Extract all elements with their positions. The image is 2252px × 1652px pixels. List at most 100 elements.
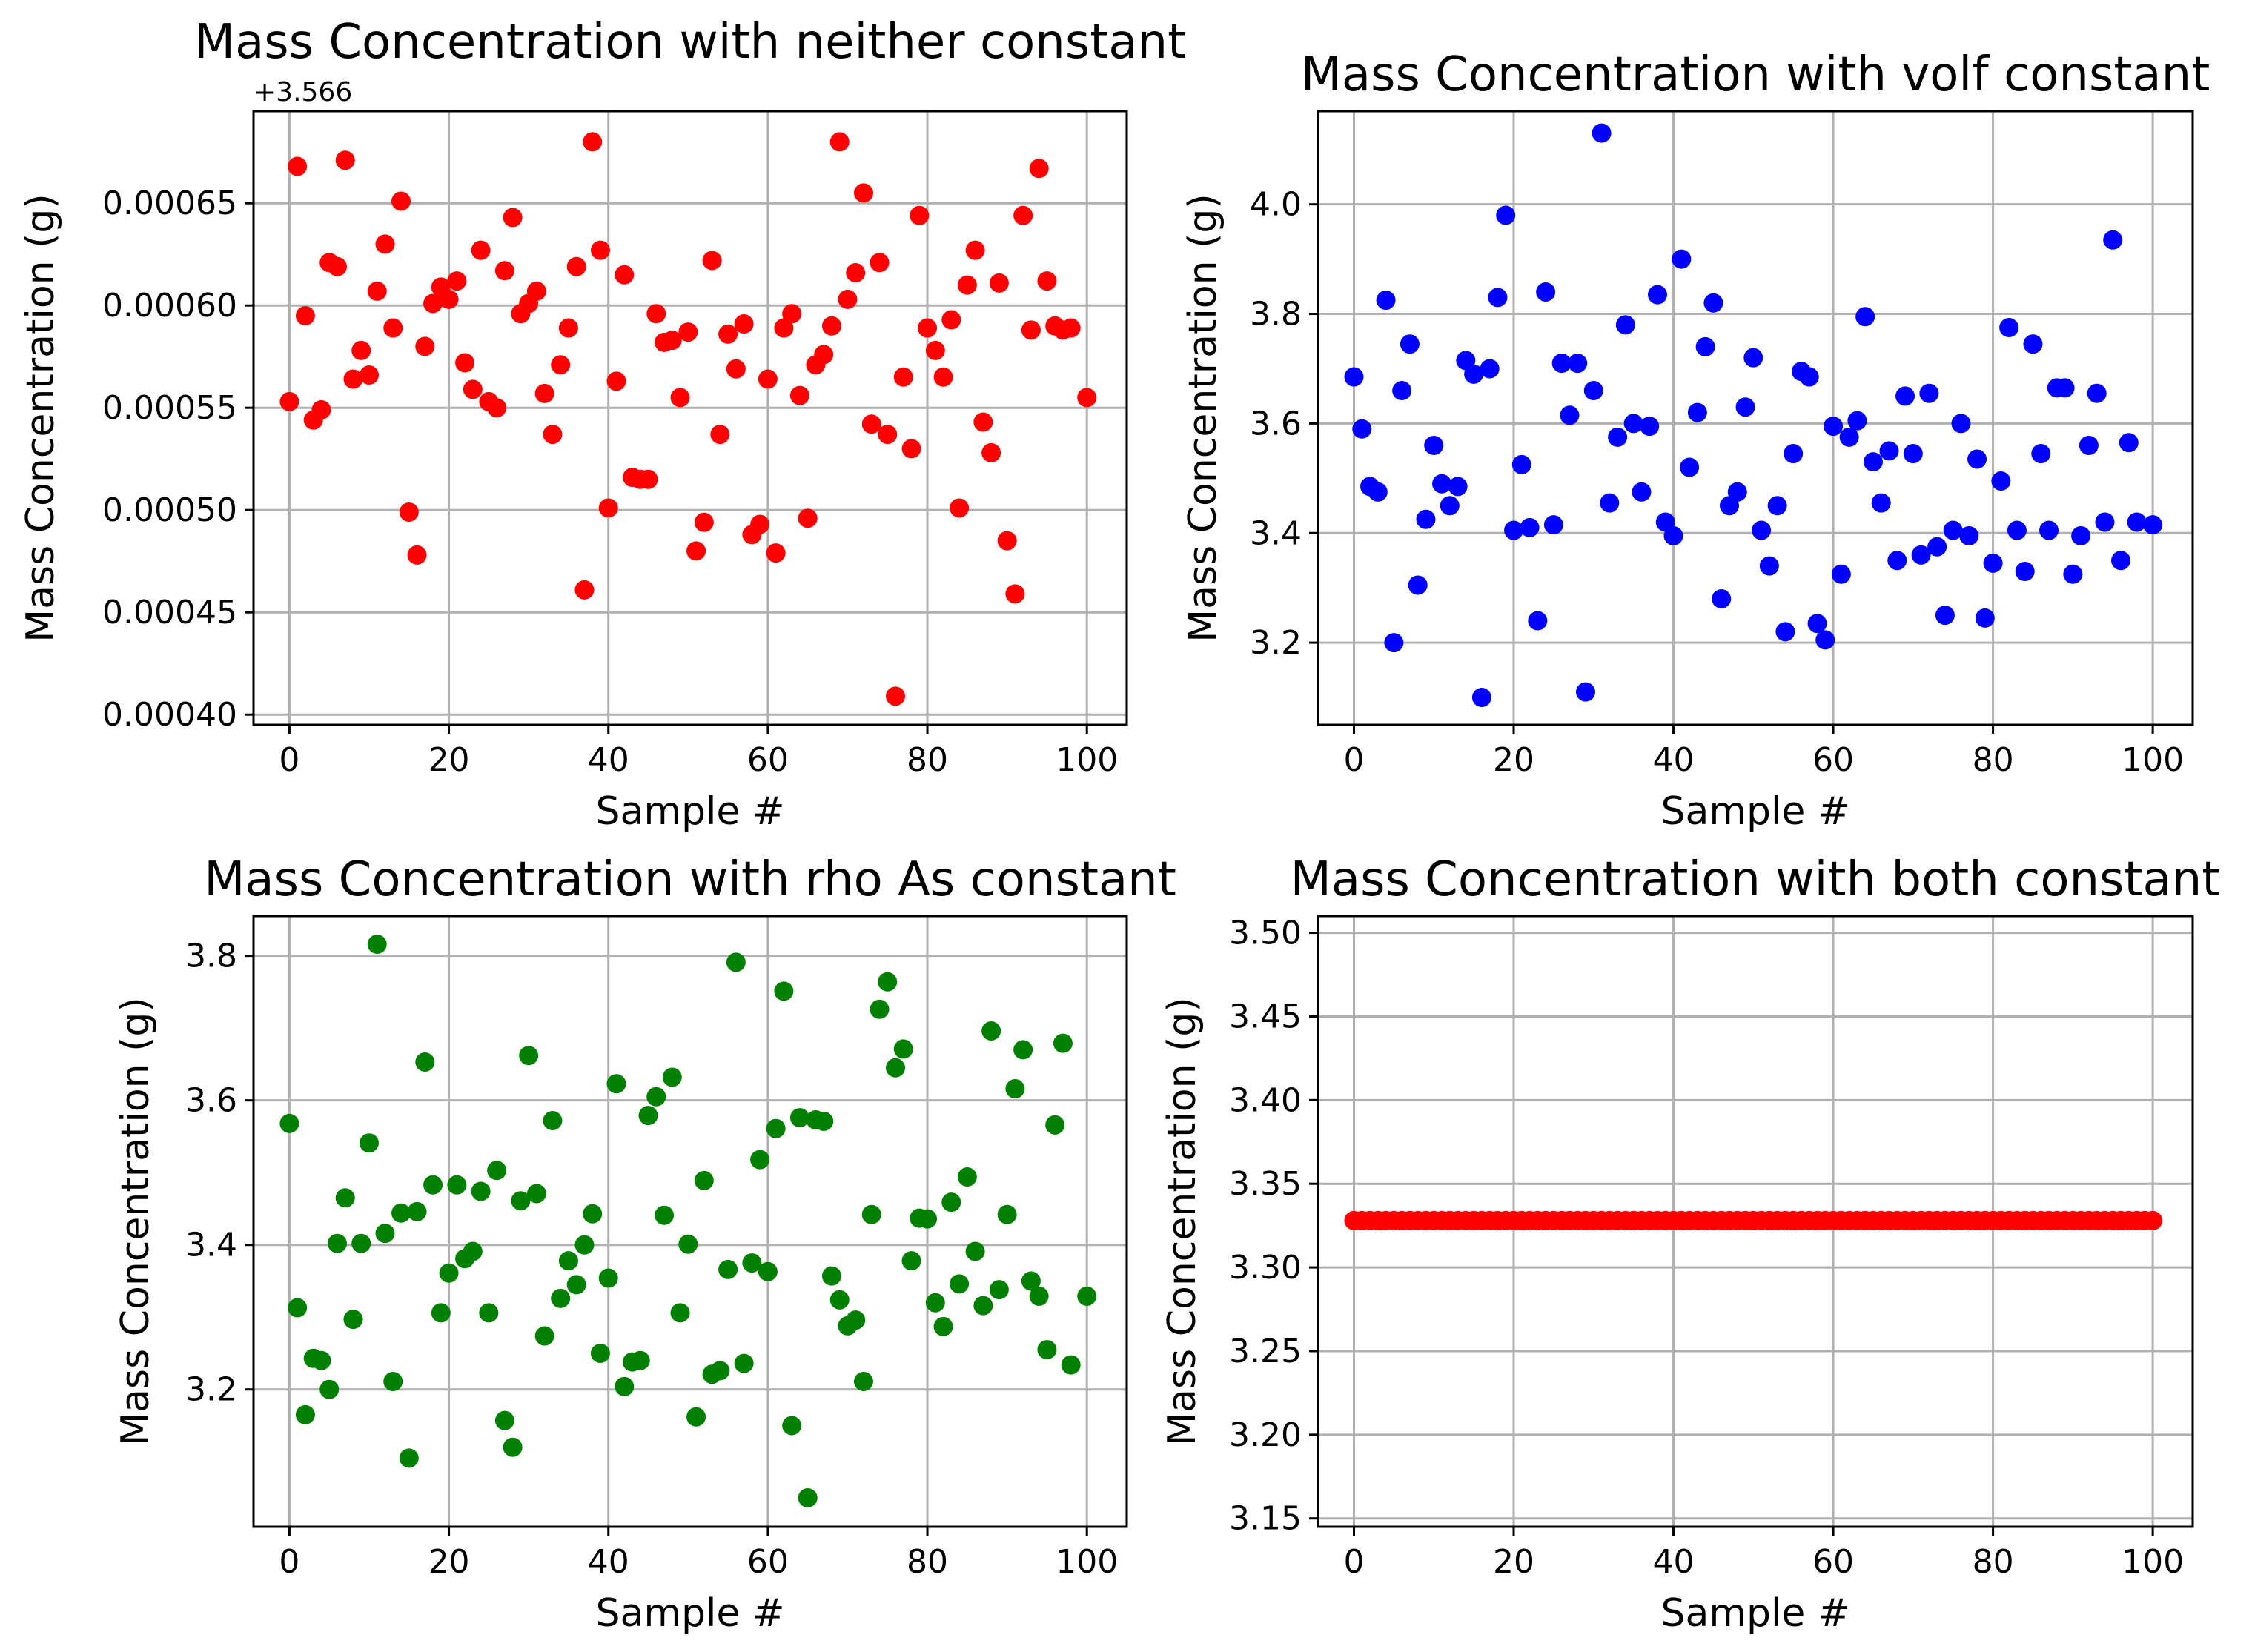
x-tick-label: 100: [1056, 741, 1118, 779]
data-point: [1743, 348, 1763, 368]
data-point: [1608, 427, 1628, 447]
data-point: [311, 1350, 331, 1370]
data-point: [878, 972, 898, 992]
data-point: [391, 191, 411, 211]
data-point: [670, 1303, 690, 1323]
data-point: [861, 414, 881, 434]
data-point: [487, 398, 507, 418]
data-point: [1029, 159, 1049, 179]
data-point: [2143, 1210, 2163, 1230]
x-tick-label: 100: [1056, 1543, 1118, 1581]
data-point: [1703, 293, 1723, 313]
y-tick-label: 0.00060: [102, 287, 237, 325]
data-point: [511, 1191, 531, 1211]
data-point: [1640, 417, 1660, 437]
data-point: [1061, 318, 1081, 338]
data-point: [829, 132, 850, 152]
data-point: [630, 1350, 650, 1370]
data-point: [2143, 515, 2163, 535]
y-axis-label: Mass Concentration (g): [19, 193, 63, 642]
data-point: [583, 1204, 603, 1224]
data-point: [694, 1170, 714, 1190]
data-point: [1077, 1286, 1097, 1306]
data-point: [1927, 537, 1947, 557]
data-point: [1400, 334, 1420, 354]
data-point: [1863, 452, 1883, 472]
data-point: [543, 1110, 563, 1130]
data-point: [423, 1175, 443, 1195]
data-point: [503, 208, 523, 228]
y-offset-label: +3.566: [254, 77, 352, 107]
data-point: [463, 379, 483, 399]
data-point: [742, 1253, 762, 1273]
data-point: [1424, 435, 1444, 455]
data-point: [1975, 608, 1995, 628]
data-point: [2119, 433, 2139, 453]
data-point: [662, 1067, 682, 1087]
data-point: [606, 371, 626, 391]
data-point: [2127, 512, 2147, 532]
data-point: [1376, 291, 1396, 311]
data-point: [774, 981, 794, 1001]
data-point: [1935, 606, 1955, 626]
data-point: [415, 1052, 435, 1072]
x-tick-label: 60: [747, 741, 789, 779]
data-point: [766, 1118, 786, 1138]
data-point: [1991, 471, 2011, 491]
data-point: [375, 234, 395, 254]
data-point: [694, 512, 714, 532]
data-point: [1632, 482, 1652, 502]
data-point: [710, 1361, 730, 1381]
data-point: [2023, 334, 2043, 354]
data-point: [351, 1233, 371, 1253]
data-point: [1712, 588, 1732, 608]
data-point: [1735, 397, 1755, 417]
data-point: [1471, 688, 1491, 708]
data-point: [479, 1303, 499, 1323]
data-point: [295, 1404, 315, 1424]
data-point: [678, 322, 698, 342]
data-point: [534, 383, 554, 403]
data-point: [1536, 282, 1556, 302]
data-point: [359, 1133, 379, 1153]
y-axis-label: Mass Concentration (g): [113, 997, 158, 1445]
data-point: [399, 502, 419, 522]
chart-title: Mass Concentration with volf constant: [1301, 47, 2210, 102]
data-point: [933, 1316, 953, 1336]
data-point: [678, 1234, 698, 1254]
data-point: [1752, 520, 1772, 540]
data-point: [1839, 427, 1859, 447]
data-point: [1496, 205, 1516, 225]
data-point: [766, 543, 786, 563]
data-point: [375, 1224, 395, 1244]
x-axis-label: Sample #: [1660, 789, 1849, 834]
x-tick-label: 20: [1493, 741, 1534, 779]
data-point: [288, 1298, 308, 1318]
data-point: [1568, 354, 1588, 374]
data-point: [638, 1106, 658, 1126]
x-tick-label: 20: [428, 1543, 470, 1581]
data-point: [494, 261, 514, 281]
data-point: [933, 367, 953, 387]
data-point: [997, 531, 1017, 551]
x-tick-label: 0: [1343, 1543, 1364, 1581]
data-point: [2095, 512, 2115, 532]
data-point: [718, 324, 738, 344]
subplot-1: 0 20 40 60 80 100 0.00040 0.00045 0.00050 0.00055…: [19, 15, 1186, 834]
data-point: [1021, 320, 1041, 340]
data-point: [910, 205, 930, 225]
data-point: [1647, 285, 1667, 305]
data-point: [383, 1371, 403, 1391]
subplot-4: 0 20 40 60 80 100 3.15 3.20 3.25 3.30 3.35 3.40 3.45…: [1160, 852, 2220, 1636]
data-point: [878, 425, 898, 445]
y-tick-label: 3.20: [1229, 1416, 1302, 1454]
data-point: [327, 1233, 347, 1253]
data-point: [686, 541, 706, 561]
data-point: [814, 345, 834, 365]
data-point: [750, 514, 770, 534]
data-point: [519, 1046, 539, 1066]
data-point: [1855, 307, 1875, 327]
data-point: [950, 1274, 970, 1294]
x-tick-label: 20: [1493, 1543, 1534, 1581]
data-point: [1432, 474, 1452, 494]
